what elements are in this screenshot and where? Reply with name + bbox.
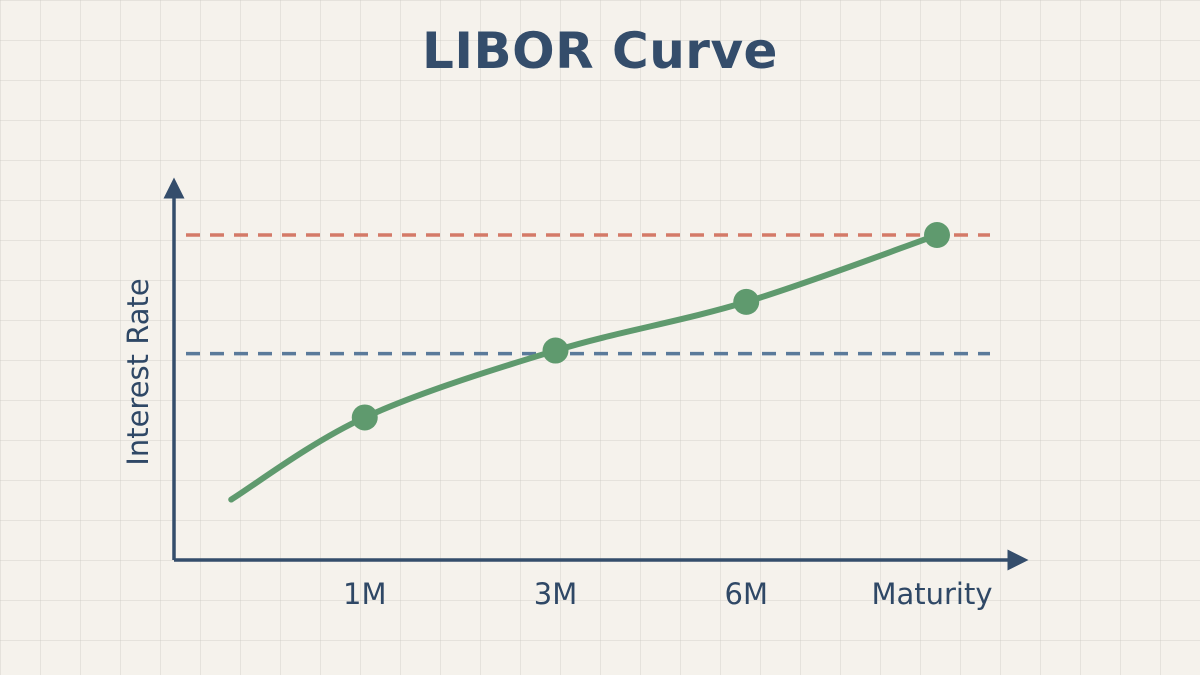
curve-point-2: [542, 337, 569, 364]
y-axis-label: Interest Rate: [121, 278, 155, 465]
x-tick-label-3m: 3M: [534, 577, 577, 611]
x-tick-label-6m: 6M: [725, 577, 768, 611]
chart-title: LIBOR Curve: [422, 22, 778, 80]
curve-point-1: [351, 404, 378, 431]
libor-curve-line: [228, 232, 940, 503]
curve-point-4: [924, 222, 950, 249]
curve-point-3: [733, 288, 760, 315]
x-tick-label-1m: 1M: [343, 577, 386, 611]
x-axis-label: Maturity: [871, 577, 992, 611]
